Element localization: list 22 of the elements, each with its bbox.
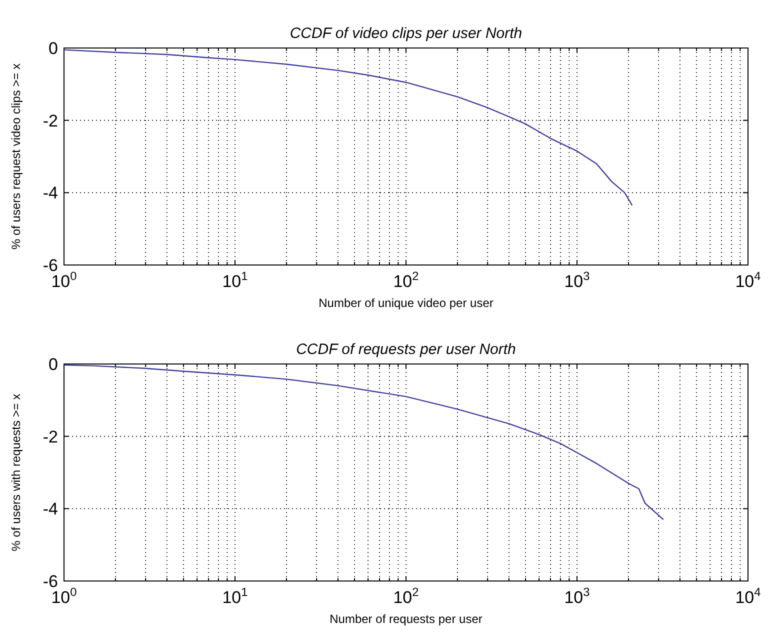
x-axis-title: Number of unique video per user [318, 296, 494, 310]
y-tick-label: -4 [42, 500, 58, 519]
x-tick-label: 10$^{3}$ [564, 269, 590, 291]
y-axis-title: % of users request video clips >= x [9, 63, 23, 250]
y-tick-label: -4 [42, 184, 58, 203]
y-tick-label: -2 [42, 427, 58, 446]
y-tick-label: -6 [42, 572, 58, 591]
x-tick-label: 10$^{2}$ [393, 269, 420, 291]
x-tick-label: 10$^{1}$ [222, 585, 248, 607]
x-axis-title: Number of requests per user [330, 612, 482, 626]
x-tick-label: 10$^{4}$ [735, 585, 762, 607]
chart-title: CCDF of requests per user North [296, 341, 516, 358]
chart-title: CCDF of video clips per user North [290, 25, 522, 42]
x-tick-label: 10$^{1}$ [222, 269, 248, 291]
y-axis-title: % of users with requests >= x [9, 394, 23, 552]
x-tick-label: 10$^{2}$ [393, 585, 420, 607]
x-tick-label: 10$^{3}$ [564, 585, 590, 607]
y-tick-label: 0 [48, 39, 58, 58]
y-tick-label: -2 [42, 111, 58, 130]
y-tick-label: -6 [42, 256, 58, 275]
y-tick-label: 0 [48, 355, 58, 374]
x-tick-label: 10$^{4}$ [735, 269, 762, 291]
